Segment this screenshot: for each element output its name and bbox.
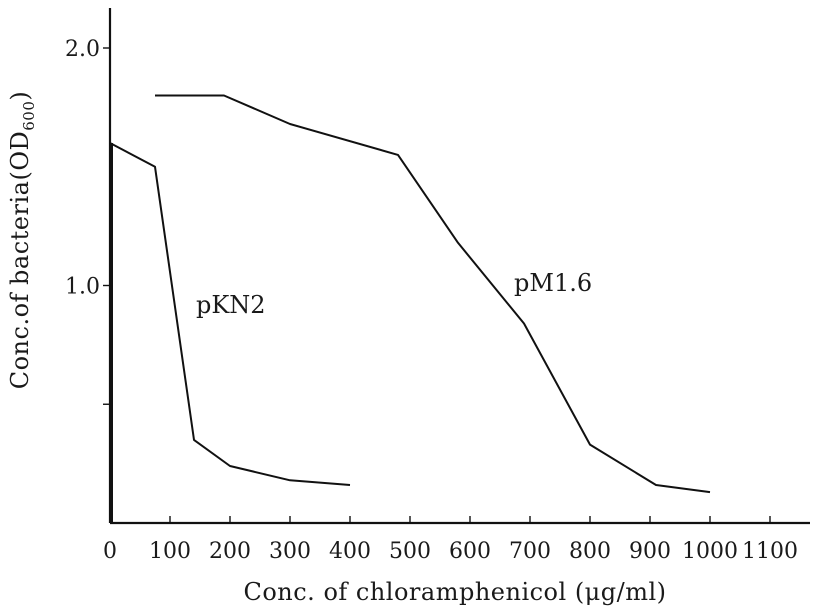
y-ticks: 1.0 2.0	[65, 37, 110, 405]
x-ticks: 0 100 200 300 400 500 600 700 800 900 1000 1100	[103, 516, 798, 564]
x-tick-label: 100	[149, 539, 191, 564]
x-tick-label: 1100	[742, 539, 798, 564]
x-tick-label: 800	[569, 539, 611, 564]
series-label-pkn2: pKN2	[196, 291, 266, 319]
y-axis-title-close: )	[6, 91, 34, 101]
y-tick-label: 2.0	[65, 37, 100, 62]
series-line-pm1-6	[155, 94, 711, 494]
x-tick-label: 500	[389, 539, 431, 564]
series-layer	[109, 94, 711, 523]
x-tick-label: 700	[509, 539, 551, 564]
series-label-pm1-6: pM1.6	[514, 269, 592, 297]
x-tick-label: 300	[269, 539, 311, 564]
y-axis-title-main: Conc.of bacteria(OD	[6, 131, 34, 390]
x-tick-label: 1000	[682, 539, 738, 564]
x-tick-label: 400	[329, 539, 371, 564]
x-tick-label: 900	[629, 539, 671, 564]
x-tick-label: 0	[103, 539, 117, 564]
y-axis-title-subscript: 600	[20, 101, 38, 131]
y-tick-label: 1.0	[65, 275, 100, 300]
x-tick-label: 200	[209, 539, 251, 564]
series-line-pkn2	[109, 142, 351, 486]
x-axis-title: Conc. of chloramphenicol (μg/ml)	[243, 578, 666, 606]
y-axis-title: Conc.of bacteria(OD600)	[6, 91, 38, 390]
x-tick-label: 600	[449, 539, 491, 564]
